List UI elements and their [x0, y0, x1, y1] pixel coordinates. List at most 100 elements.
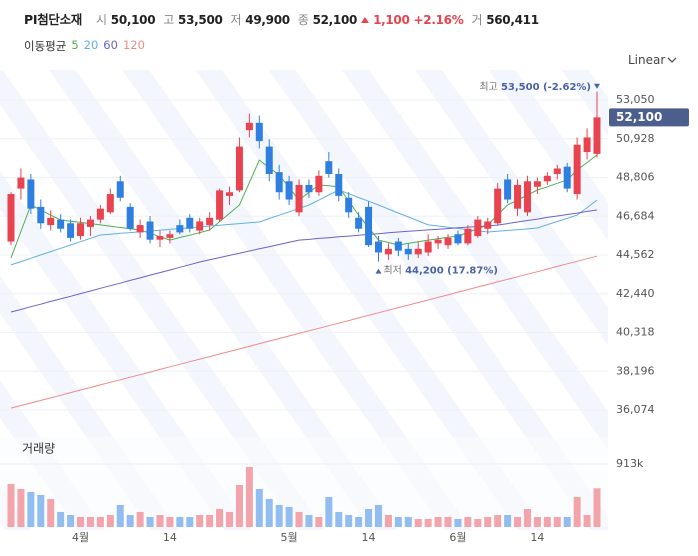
open-value: 50,100	[110, 13, 156, 27]
legend-entry: 20	[83, 38, 99, 52]
x-tick-label: 5월	[281, 531, 298, 544]
y-tick-label: 50,928	[616, 132, 655, 145]
volume-label: 거	[471, 13, 483, 27]
volume-tick-label: 913k	[616, 457, 644, 470]
volume-bar	[514, 516, 522, 527]
legend-entry: 60	[103, 38, 118, 52]
candle-body	[335, 173, 343, 196]
volume-bar	[484, 516, 492, 527]
candle-body	[543, 175, 551, 182]
candle-body	[255, 122, 263, 142]
candle-body	[514, 184, 522, 209]
volume-bar	[404, 516, 412, 527]
volume-bar	[136, 511, 144, 527]
low-marker	[375, 268, 382, 274]
high-value: 53,500 (-2.62%)	[501, 82, 591, 93]
y-tick-label: 44,562	[616, 248, 655, 261]
volume-bar	[7, 483, 15, 527]
volume-title: 거래량	[22, 442, 55, 456]
candle-body	[265, 146, 273, 174]
volume-bar	[255, 488, 263, 527]
volume-bar	[494, 514, 502, 527]
low-label: 저	[230, 13, 242, 27]
candle-body	[474, 219, 482, 237]
volume-bar	[96, 516, 104, 527]
volume-bar	[146, 516, 154, 527]
volume-bar	[86, 516, 94, 527]
scale-select[interactable]: Linear	[628, 53, 666, 67]
candle-body	[434, 239, 442, 244]
up-arrow	[361, 17, 370, 23]
candle-body	[27, 179, 35, 209]
close-value: 52,100	[312, 13, 358, 27]
volume-bar	[47, 498, 55, 527]
candle-body	[444, 237, 452, 246]
low-value: 49,900	[245, 13, 290, 27]
volume-bar	[77, 516, 85, 527]
candle-body	[275, 172, 283, 193]
x-tick-label: 4월	[72, 531, 89, 544]
legend-title: 이동평균	[24, 39, 67, 53]
volume-bar	[583, 514, 591, 527]
last-price-tag	[609, 108, 689, 127]
candle-body	[285, 181, 293, 200]
volume-bar	[504, 514, 512, 527]
candle-body	[166, 234, 174, 238]
candle-body	[57, 219, 65, 229]
candle-body	[355, 217, 363, 229]
candle-body	[573, 144, 581, 195]
candle-body	[37, 206, 45, 224]
legend-entry: 5	[71, 38, 79, 52]
low-annotation: 최저 44,200 (17.87%)	[383, 265, 497, 277]
volume-bar	[355, 516, 363, 527]
candle-body	[454, 234, 462, 244]
candle-body	[365, 206, 373, 246]
candle-body	[245, 122, 253, 131]
ma-line	[10, 209, 598, 313]
volume-bar	[454, 518, 462, 527]
candle-body	[235, 146, 243, 191]
low-label: 최저	[383, 265, 401, 277]
x-tick-label: 6월	[449, 531, 466, 544]
candle-body	[136, 225, 144, 233]
candle-body	[325, 161, 333, 174]
ma-line	[10, 189, 598, 266]
candle-body	[206, 217, 214, 226]
volume-bar	[543, 516, 551, 527]
volume-bar	[265, 498, 273, 527]
volume-bar	[335, 511, 343, 527]
candle-body	[464, 228, 472, 244]
volume-bar	[57, 511, 65, 527]
volume-bar	[196, 514, 204, 527]
candle-body	[126, 206, 134, 229]
volume-bar	[444, 516, 452, 527]
high-annotation: 최고 53,500 (-2.62%)	[479, 81, 591, 93]
y-tick-label: 36,074	[616, 403, 655, 416]
high-value: 53,500	[178, 13, 223, 27]
candle-body	[47, 217, 55, 226]
candle-body	[216, 190, 224, 220]
dropdown-chevron	[667, 57, 677, 63]
volume-bar	[573, 496, 581, 527]
candle-body	[414, 248, 422, 255]
candle-body	[77, 223, 85, 237]
volume-bar	[176, 516, 184, 527]
candle-body	[226, 192, 234, 196]
volume-bar	[126, 514, 134, 527]
volume-bar	[275, 504, 283, 527]
candle-body	[295, 184, 303, 213]
high-label: 최고	[479, 81, 497, 93]
candle-body	[533, 181, 541, 187]
candle-body	[305, 184, 313, 193]
volume-bar	[464, 516, 472, 527]
volume-bar	[345, 514, 353, 527]
open-label: 시	[96, 13, 107, 27]
candle-body	[563, 166, 571, 189]
volume-bar	[295, 511, 303, 527]
candle-body	[523, 181, 531, 213]
candle-body	[7, 194, 15, 242]
volume-bar	[226, 511, 234, 527]
candle-body	[315, 175, 323, 193]
